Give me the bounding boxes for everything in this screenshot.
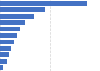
Bar bbox=[0, 52, 9, 57]
Bar bbox=[0, 59, 7, 64]
Bar bbox=[0, 14, 34, 19]
Bar bbox=[0, 27, 20, 31]
Bar bbox=[0, 65, 3, 70]
Bar bbox=[0, 33, 17, 38]
Bar bbox=[0, 7, 45, 12]
Bar bbox=[0, 20, 25, 25]
Bar bbox=[0, 1, 87, 6]
Bar bbox=[0, 46, 11, 51]
Bar bbox=[0, 40, 14, 44]
